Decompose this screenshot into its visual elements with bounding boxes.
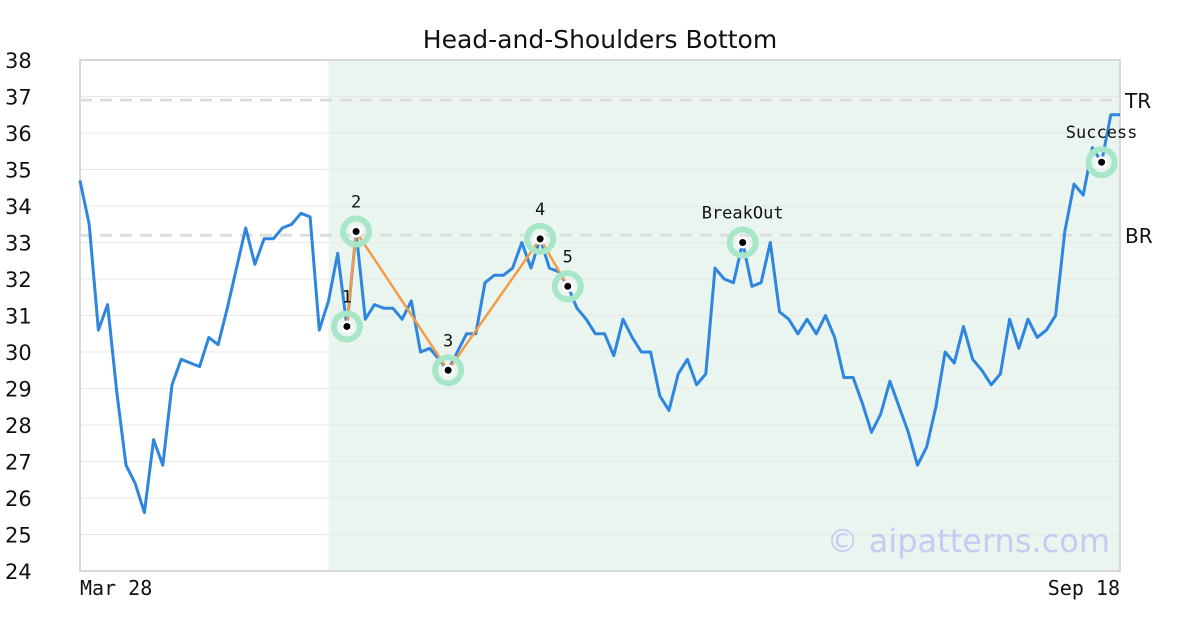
- y-axis: 24 25 26 27 28 29 30 31 32 33 34 35 36 37 38: [5, 49, 32, 584]
- pattern-point-label: 2: [351, 193, 361, 213]
- price-line: [78, 113, 1120, 515]
- annotation-point-ring: [1085, 146, 1118, 179]
- pattern-point-ring: [551, 270, 584, 303]
- x-tick-label: Sep 18: [1048, 576, 1120, 600]
- annotation-point-ring: [726, 226, 759, 259]
- watermark: © aipatterns.com: [827, 522, 1110, 560]
- chart-title: Head-and-Shoulders Bottom: [423, 25, 777, 54]
- pattern-point-ring: [432, 354, 465, 387]
- y-tick-label: 26: [5, 487, 32, 511]
- pattern-point-dot: [536, 235, 544, 243]
- y-tick-label: 29: [5, 378, 32, 402]
- pattern-point-label: 5: [563, 247, 573, 267]
- annotation-point-dot: [739, 239, 747, 246]
- pattern-point-label: 4: [535, 200, 545, 220]
- y-tick-label: 24: [5, 560, 32, 584]
- y-tick-label: 32: [5, 268, 32, 292]
- annotation-point-label: BreakOut: [702, 204, 784, 224]
- pattern-point-ring: [524, 222, 557, 255]
- x-axis: Mar 28 Sep 18: [80, 576, 1120, 600]
- y-tick-label: 35: [5, 159, 32, 183]
- pattern-point-dot: [564, 282, 572, 290]
- y-tick-label: 38: [5, 49, 32, 73]
- y-tick-label: 27: [5, 451, 32, 475]
- pattern-point-ring: [330, 310, 363, 343]
- y-tick-label: 30: [5, 341, 32, 365]
- x-tick-label: Mar 28: [80, 576, 152, 600]
- level-label: BR: [1125, 224, 1153, 248]
- y-tick-label: 37: [5, 86, 32, 110]
- y-tick-label: 34: [5, 195, 32, 219]
- level-label: TR: [1124, 89, 1151, 113]
- y-tick-label: 33: [5, 232, 32, 256]
- y-tick-label: 25: [5, 524, 32, 548]
- pattern-point-dot: [444, 366, 452, 374]
- y-tick-label: 31: [5, 305, 32, 329]
- pattern-markers: 1 2 3 4 5 BreakOut Success: [330, 123, 1138, 387]
- pattern-point-dot: [343, 322, 351, 330]
- pattern-point-label: 1: [342, 287, 352, 307]
- y-tick-label: 36: [5, 122, 32, 146]
- annotation-point-label: Success: [1066, 123, 1138, 143]
- y-tick-label: 28: [5, 414, 32, 438]
- plot-frame: [79, 59, 1121, 572]
- annotation-point-dot: [1098, 158, 1106, 166]
- level-lines: TR BR: [80, 89, 1153, 248]
- pattern-point-dot: [352, 228, 360, 236]
- pattern-point-label: 3: [443, 331, 453, 351]
- pattern-point-ring: [340, 215, 373, 248]
